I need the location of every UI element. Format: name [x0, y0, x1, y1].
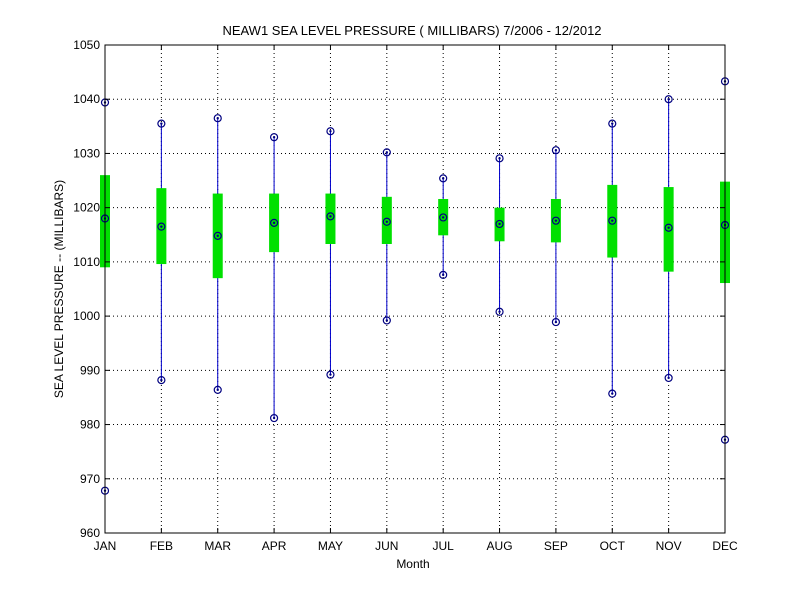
x-tick-label: JUL [433, 539, 455, 553]
mean-marker-nov [664, 223, 673, 232]
min-marker-may [326, 370, 335, 379]
y-tick-label: 960 [80, 526, 100, 540]
mean-marker-sep [551, 216, 561, 225]
max-marker-apr [269, 133, 279, 142]
mean-marker-dot-mar [216, 234, 219, 238]
box-jun [381, 196, 392, 244]
mean-marker-jul [439, 213, 448, 222]
min-marker-dot-nov [667, 376, 670, 380]
mean-marker-dot-nov [667, 226, 670, 229]
min-marker-mar [213, 385, 222, 394]
min-marker-aug [495, 307, 504, 316]
max-marker-nov [664, 95, 673, 104]
max-marker-jun [382, 148, 391, 157]
max-marker-aug [495, 154, 504, 163]
max-marker-feb [157, 119, 166, 128]
x-tick-label: JUN [375, 539, 398, 553]
mean-marker-dot-jul [441, 216, 445, 219]
max-marker-dot-may [329, 130, 332, 133]
mean-marker-feb [157, 222, 166, 231]
min-marker-dot-apr [272, 416, 276, 420]
mean-marker-dot-oct [611, 219, 614, 222]
tick-layer: 960 970 980 990 1000 1010 1020 1030 1040 1050 JAN F… [73, 38, 738, 553]
mean-marker-may [326, 212, 335, 221]
x-tick-label: MAY [318, 539, 343, 553]
max-marker-sep [551, 146, 561, 155]
y-tick-label: 1040 [73, 92, 100, 106]
x-tick-label: AUG [487, 539, 513, 553]
max-marker-dot-mar [216, 117, 219, 120]
max-marker-dot-sep [554, 148, 558, 152]
y-tick-label: 1050 [73, 38, 100, 52]
y-tick-label: 990 [80, 363, 100, 377]
min-marker-dot-mar [216, 388, 219, 392]
max-marker-mar [213, 114, 222, 123]
x-tick-label: NOV [656, 539, 682, 553]
y-tick-label: 980 [80, 418, 100, 432]
min-marker-jul [439, 270, 448, 280]
mean-marker-apr [269, 218, 279, 227]
y-axis-label: SEA LEVEL PRESSURE -- (MILLIBARS) [52, 180, 66, 398]
min-marker-dot-aug [498, 310, 501, 313]
mean-marker-oct [608, 216, 617, 225]
max-marker-dot-aug [498, 157, 501, 160]
max-marker-dot-apr [272, 135, 276, 139]
chart-title: NEAW1 SEA LEVEL PRESSURE ( MILLIBARS) 7/… [222, 23, 601, 38]
mean-marker-mar [213, 231, 222, 240]
mean-marker-dot-may [329, 215, 332, 218]
x-tick-label: APR [262, 539, 287, 553]
max-marker-dot-jul [441, 177, 445, 180]
y-tick-label: 1030 [73, 146, 100, 160]
min-marker-sep [551, 317, 561, 327]
x-tick-label: MAR [204, 539, 231, 553]
max-marker-dot-oct [611, 122, 614, 125]
min-marker-nov [664, 373, 673, 383]
x-tick-label: JAN [94, 539, 117, 553]
min-marker-dot-jul [441, 273, 445, 277]
x-tick-label: FEB [150, 539, 173, 553]
max-marker-dot-nov [667, 98, 670, 101]
min-marker-feb [157, 375, 166, 385]
min-marker-dot-jun [385, 319, 389, 322]
box-may [325, 193, 336, 244]
max-marker-oct [608, 119, 617, 128]
max-marker-dot-jun [385, 151, 389, 154]
mean-marker-jun [382, 217, 391, 226]
mean-marker-dot-feb [160, 225, 163, 228]
min-marker-dot-feb [160, 378, 163, 382]
mean-marker-dot-jun [385, 220, 389, 223]
y-tick-label: 970 [80, 472, 100, 486]
x-tick-label: OCT [600, 539, 626, 553]
x-tick-label: SEP [544, 539, 568, 553]
x-axis-label: Month [396, 557, 429, 571]
box-nov [663, 187, 674, 272]
min-marker-jun [382, 316, 391, 325]
min-marker-apr [269, 413, 279, 423]
y-tick-label: 1020 [73, 201, 100, 215]
min-marker-oct [608, 389, 617, 398]
min-marker-dot-may [329, 373, 332, 376]
mean-marker-dot-aug [498, 222, 501, 226]
mean-marker-aug [495, 219, 504, 229]
max-marker-may [326, 127, 335, 136]
plot-frame [104, 44, 726, 534]
y-tick-label: 1000 [73, 309, 100, 323]
y-tick-label: 1010 [73, 255, 100, 269]
mean-marker-dot-sep [554, 219, 558, 222]
max-marker-dot-feb [160, 122, 163, 125]
min-marker-dot-sep [554, 320, 558, 324]
min-marker-dot-oct [611, 392, 614, 395]
max-marker-jul [439, 174, 448, 183]
mean-marker-dot-apr [272, 221, 276, 225]
x-tick-label: DEC [712, 539, 738, 553]
